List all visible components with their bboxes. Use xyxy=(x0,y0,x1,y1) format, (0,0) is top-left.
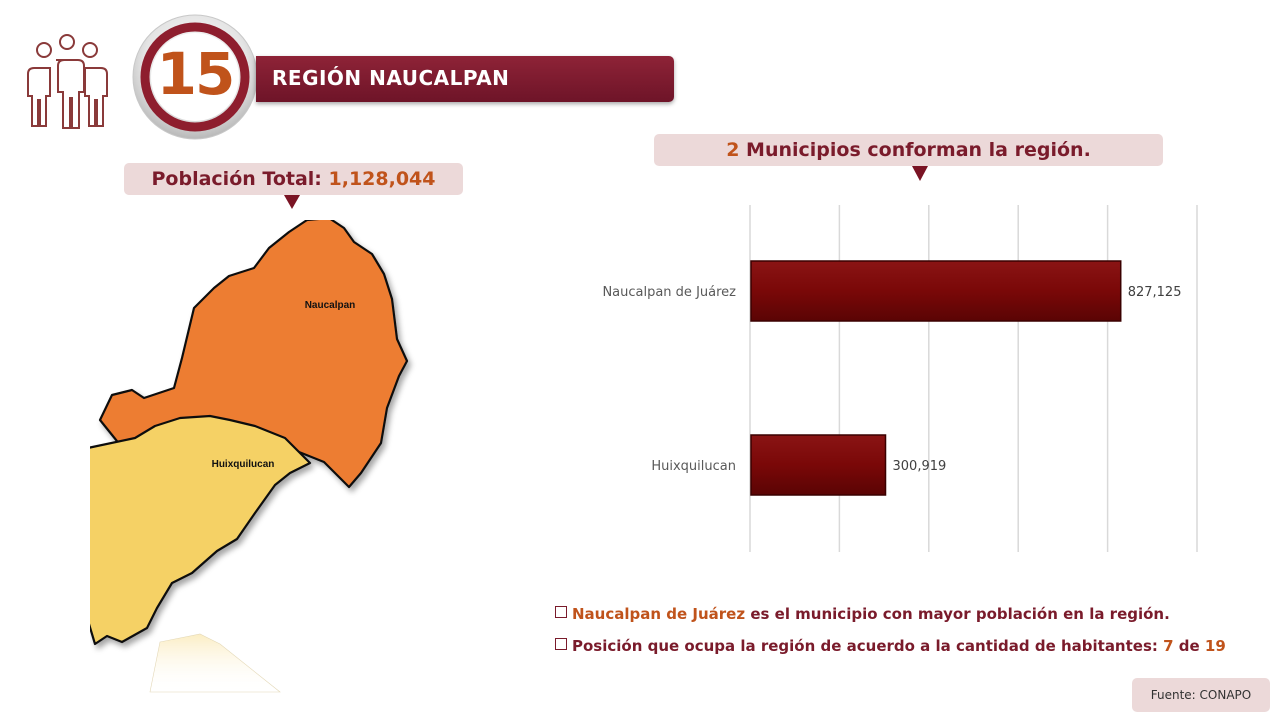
checkbox-bullet-icon xyxy=(555,638,567,650)
note-region-position: Posición que ocupa la región de acuerdo … xyxy=(555,637,1226,655)
map-label-naucalpan: Naucalpan xyxy=(305,300,356,311)
checkbox-bullet-icon xyxy=(555,606,567,618)
chart-category-label: Huixquilucan xyxy=(651,459,736,474)
note-largest-municipality: Naucalpan de Juárez es el municipio con … xyxy=(555,605,1170,623)
note2-text: Posición que ocupa la región de acuerdo … xyxy=(572,637,1164,655)
chart-header-text: Municipios conforman la región. xyxy=(739,139,1091,161)
source-box xyxy=(1132,678,1270,712)
chart-bar xyxy=(750,260,1122,322)
map-region-huixquilucan xyxy=(90,414,312,646)
note1-text: es el municipio con mayor población en l… xyxy=(745,605,1170,623)
municipality-population-chart: Naucalpan de Juárez 827,125 Huixquilucan 30… xyxy=(602,205,1198,552)
region-number: 15 xyxy=(156,40,236,108)
population-pointer-icon xyxy=(284,195,300,209)
population-total: Población Total: 1,128,044 xyxy=(124,168,463,190)
population-label: Población Total: xyxy=(151,168,329,190)
people-group-icon xyxy=(27,34,108,129)
chart-title-box xyxy=(654,134,1163,166)
region-number-badge xyxy=(132,14,258,140)
chart-bar xyxy=(750,434,887,496)
region-title-bar xyxy=(256,56,674,102)
note1-highlight: Naucalpan de Juárez xyxy=(572,605,746,623)
municipality-count: 2 xyxy=(726,139,740,161)
chart-pointer-icon xyxy=(912,166,928,181)
region-map: Naucalpan Huixquilucan xyxy=(90,220,409,693)
source-label: Fuente: CONAPO xyxy=(1150,688,1252,702)
note2-position: 7 xyxy=(1163,637,1174,655)
region-title: REGIÓN NAUCALPAN xyxy=(272,66,510,90)
chart-header: 2 Municipios conforman la región. xyxy=(654,139,1163,161)
chart-value-label: 827,125 xyxy=(1128,285,1182,300)
map-label-huixquilucan: Huixquilucan xyxy=(212,459,275,470)
note2-de: de xyxy=(1173,637,1205,655)
population-value: 1,128,044 xyxy=(328,168,436,190)
note2-total: 19 xyxy=(1204,637,1226,655)
chart-category-label: Naucalpan de Juárez xyxy=(602,285,736,300)
population-label-box xyxy=(124,163,463,195)
chart-value-label: 300,919 xyxy=(893,459,947,474)
